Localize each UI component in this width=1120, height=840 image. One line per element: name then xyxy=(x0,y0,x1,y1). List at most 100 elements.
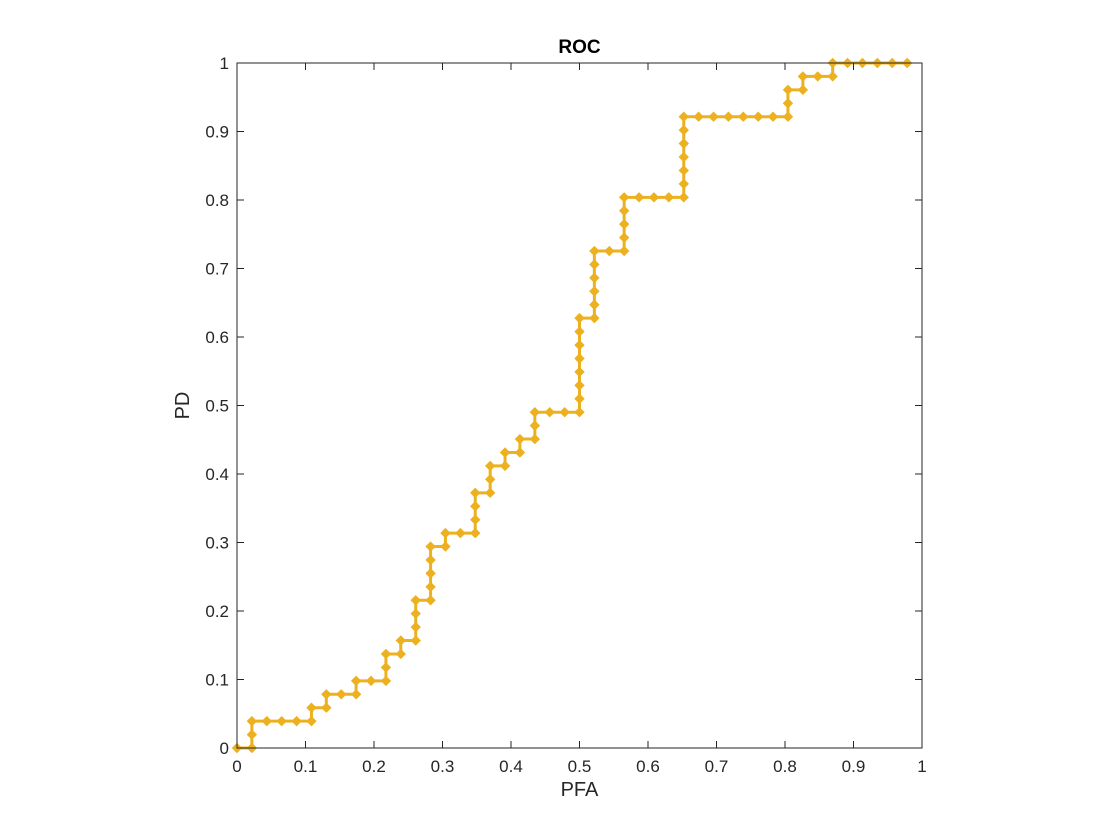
x-tick-label: 0.1 xyxy=(294,757,318,776)
roc-point xyxy=(574,353,585,364)
x-tick-label: 0.7 xyxy=(705,757,729,776)
x-tick-label: 0.5 xyxy=(568,757,592,776)
y-tick-label: 1 xyxy=(220,54,229,73)
roc-point xyxy=(246,729,258,740)
roc-point xyxy=(559,407,570,418)
roc-point xyxy=(395,648,406,660)
roc-point xyxy=(499,447,511,458)
roc-point xyxy=(380,675,392,687)
roc-curve-markers xyxy=(231,57,913,754)
roc-point xyxy=(693,111,704,122)
roc-point xyxy=(708,111,719,122)
y-axis-label: PD xyxy=(172,392,194,420)
roc-point xyxy=(678,192,689,203)
roc-point xyxy=(395,635,406,646)
roc-point xyxy=(589,299,600,310)
roc-point xyxy=(484,474,496,485)
roc-point xyxy=(782,111,794,122)
roc-point xyxy=(753,111,764,122)
roc-point xyxy=(425,595,436,606)
roc-point xyxy=(350,689,362,700)
roc-point xyxy=(589,286,600,297)
roc-point xyxy=(618,205,630,216)
roc-point xyxy=(544,407,555,418)
roc-point xyxy=(529,407,541,418)
roc-point xyxy=(440,527,451,539)
roc-point xyxy=(648,192,660,203)
roc-point xyxy=(574,366,585,378)
chart-title: ROC xyxy=(558,37,601,58)
y-tick-label: 0.2 xyxy=(205,602,229,621)
y-tick-label: 0.3 xyxy=(205,534,229,553)
roc-point xyxy=(425,541,436,552)
roc-point xyxy=(782,84,794,96)
roc-point xyxy=(470,514,481,525)
roc-point xyxy=(425,554,436,566)
roc-point xyxy=(470,527,481,539)
roc-point xyxy=(589,312,600,324)
y-tick-label: 0.5 xyxy=(205,397,229,416)
roc-point xyxy=(380,648,392,660)
roc-point xyxy=(574,326,585,337)
roc-point xyxy=(306,702,317,713)
roc-point xyxy=(812,71,823,82)
roc-point xyxy=(797,71,809,82)
roc-point xyxy=(455,527,466,539)
roc-point xyxy=(574,407,585,418)
x-tick-label: 0.2 xyxy=(362,757,386,776)
roc-point xyxy=(470,487,481,499)
roc-point xyxy=(350,675,362,687)
roc-point xyxy=(678,124,689,136)
x-axis-label: PFA xyxy=(561,779,599,801)
roc-point xyxy=(574,393,585,404)
y-tick-label: 0.4 xyxy=(205,465,229,484)
roc-point xyxy=(336,689,347,700)
roc-point xyxy=(827,71,838,82)
x-tick-label: 1 xyxy=(917,757,926,776)
roc-point xyxy=(589,272,600,284)
roc-point xyxy=(246,715,258,727)
roc-point xyxy=(782,98,794,109)
roc-point xyxy=(410,635,421,646)
roc-point xyxy=(425,581,436,593)
x-axis: 0 0.1 0.2 0.3 0.4 0.5 0.6 0.7 0.8 0.9 1 xyxy=(232,63,927,776)
roc-point xyxy=(678,111,689,122)
roc-point xyxy=(291,715,302,727)
y-axis: 0 0.1 0.2 0.3 0.4 0.5 0.6 0.7 0.8 0.9 1 xyxy=(205,54,922,758)
roc-point xyxy=(678,178,689,190)
roc-point xyxy=(604,245,615,257)
roc-point xyxy=(618,218,630,230)
roc-point xyxy=(738,111,749,122)
roc-point xyxy=(618,232,630,243)
roc-point xyxy=(589,245,600,257)
roc-point xyxy=(678,138,689,149)
roc-point xyxy=(380,662,392,673)
roc-point xyxy=(574,380,585,391)
series-layer xyxy=(231,57,913,754)
y-tick-label: 0.8 xyxy=(205,191,229,210)
roc-point xyxy=(321,689,332,700)
roc-point xyxy=(321,702,332,713)
roc-point xyxy=(425,568,436,579)
roc-point xyxy=(529,420,541,431)
y-tick-label: 0.7 xyxy=(205,260,229,279)
roc-point xyxy=(529,433,541,445)
roc-point xyxy=(365,675,377,687)
roc-point xyxy=(261,715,273,727)
y-tick-label: 0 xyxy=(220,739,229,758)
x-tick-label: 0.6 xyxy=(636,757,660,776)
y-tick-label: 0.1 xyxy=(205,671,229,690)
roc-point xyxy=(797,84,809,96)
roc-point xyxy=(440,541,451,552)
roc-point xyxy=(306,715,317,727)
roc-point xyxy=(484,460,496,472)
roc-point xyxy=(470,501,481,512)
roc-point xyxy=(618,245,630,257)
x-tick-label: 0.3 xyxy=(431,757,455,776)
roc-point xyxy=(410,621,421,633)
roc-point xyxy=(410,608,421,619)
roc-point xyxy=(574,312,585,324)
roc-point xyxy=(514,433,526,445)
